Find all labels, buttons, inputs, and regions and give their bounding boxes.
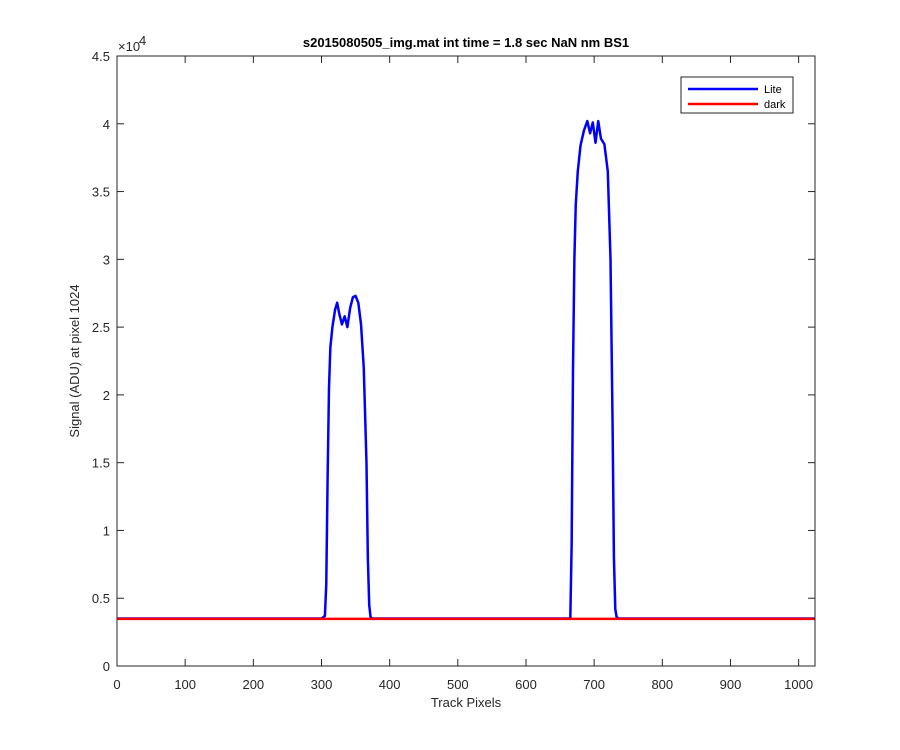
x-tick-label: 1000 <box>784 677 813 692</box>
y-exponent-base: ×10 <box>118 39 140 54</box>
x-tick-label: 0 <box>113 677 120 692</box>
plot-area <box>117 56 815 666</box>
y-tick-label: 2.5 <box>92 320 110 335</box>
plot-frame <box>116 55 816 667</box>
y-axis: 0 0.5 1 1.5 2 2.5 3 3.5 4 4.5 <box>92 49 815 674</box>
x-tick-label: 100 <box>174 677 196 692</box>
legend: Lite dark <box>680 76 794 114</box>
chart-title: s2015080505_img.mat int time = 1.8 sec N… <box>303 35 629 50</box>
series-layer <box>117 119 815 621</box>
x-tick-label: 300 <box>311 677 333 692</box>
y-tick-label: 4.5 <box>92 49 110 64</box>
y-tick-label: 3.5 <box>92 185 110 200</box>
y-tick-label: 0.5 <box>92 591 110 606</box>
x-tick-label: 500 <box>447 677 469 692</box>
x-tick-label: 400 <box>379 677 401 692</box>
y-tick-label: 1.5 <box>92 456 110 471</box>
legend-box <box>680 76 794 114</box>
y-tick-label: 0 <box>103 659 110 674</box>
y-axis-label: Signal (ADU) at pixel 1024 <box>67 284 82 437</box>
x-tick-label: 600 <box>515 677 537 692</box>
x-tick-label: 800 <box>651 677 673 692</box>
y-tick-label: 2 <box>103 388 110 403</box>
y-exponent-power: 4 <box>139 33 146 48</box>
y-tick-label: 1 <box>103 523 110 538</box>
x-axis: 0 100 200 300 400 500 600 700 800 900 1000 <box>113 56 813 692</box>
y-tick-label: 4 <box>103 117 110 132</box>
x-tick-label: 700 <box>583 677 605 692</box>
y-tick-label: 3 <box>103 252 110 267</box>
legend-label-dark: dark <box>764 99 786 111</box>
x-tick-label: 200 <box>242 677 264 692</box>
x-axis-label: Track Pixels <box>431 695 502 710</box>
x-tick-label: 900 <box>720 677 742 692</box>
legend-label-lite: Lite <box>764 84 782 96</box>
